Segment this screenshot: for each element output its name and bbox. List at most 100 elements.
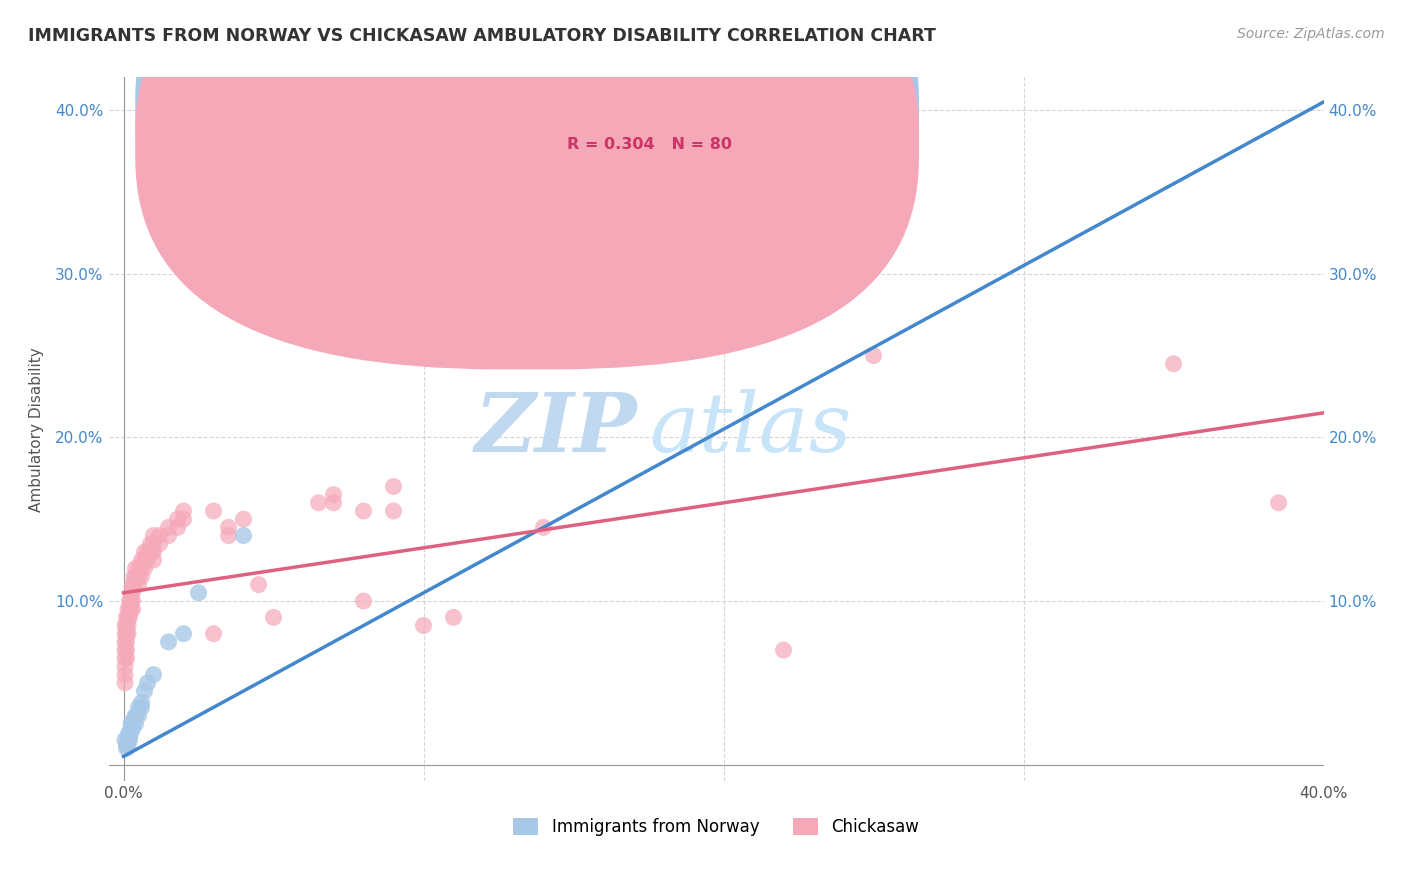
Point	[148, 528, 170, 542]
Point	[115, 651, 138, 665]
Point	[124, 708, 146, 723]
Point	[187, 251, 209, 265]
Point	[166, 512, 188, 526]
Point	[114, 626, 136, 640]
Point	[136, 553, 159, 567]
Point	[120, 594, 142, 608]
Point	[134, 561, 156, 575]
Point	[218, 520, 240, 534]
Point	[118, 602, 141, 616]
Text: ZIP: ZIP	[474, 389, 637, 469]
Point	[139, 545, 162, 559]
Legend: Immigrants from Norway, Chickasaw: Immigrants from Norway, Chickasaw	[506, 812, 925, 843]
Text: atlas: atlas	[650, 389, 852, 469]
Point	[114, 651, 136, 665]
Point	[121, 577, 143, 591]
Point	[120, 716, 142, 731]
Point	[142, 528, 165, 542]
Point	[157, 635, 180, 649]
Point	[166, 520, 188, 534]
Point	[131, 700, 153, 714]
Point	[382, 479, 405, 493]
Point	[148, 537, 170, 551]
Point	[1163, 357, 1185, 371]
Point	[134, 684, 156, 698]
Point	[114, 635, 136, 649]
Point	[187, 586, 209, 600]
Point	[114, 667, 136, 681]
Point	[637, 161, 659, 175]
Point	[134, 545, 156, 559]
Point	[115, 610, 138, 624]
Point	[131, 561, 153, 575]
Point	[353, 594, 375, 608]
Point	[202, 626, 225, 640]
Point	[114, 659, 136, 673]
Point	[122, 712, 145, 726]
Point	[247, 577, 270, 591]
Point	[128, 577, 150, 591]
Point	[353, 504, 375, 518]
Text: IMMIGRANTS FROM NORWAY VS CHICKASAW AMBULATORY DISABILITY CORRELATION CHART: IMMIGRANTS FROM NORWAY VS CHICKASAW AMBU…	[28, 27, 936, 45]
Point	[118, 724, 141, 739]
Point	[115, 626, 138, 640]
Point	[121, 602, 143, 616]
Point	[136, 675, 159, 690]
Point	[772, 643, 794, 657]
Point	[142, 545, 165, 559]
Point	[1267, 496, 1289, 510]
Point	[120, 586, 142, 600]
Point	[232, 528, 254, 542]
Point	[443, 610, 465, 624]
Point	[114, 675, 136, 690]
Point	[142, 667, 165, 681]
Point	[117, 602, 139, 616]
Point	[142, 537, 165, 551]
Point	[117, 618, 139, 632]
Point	[173, 626, 195, 640]
Point	[118, 594, 141, 608]
Point	[121, 586, 143, 600]
Point	[121, 722, 143, 736]
Point	[308, 496, 330, 510]
FancyBboxPatch shape	[135, 0, 920, 369]
Point	[115, 738, 138, 752]
Y-axis label: Ambulatory Disability: Ambulatory Disability	[30, 347, 44, 512]
Point	[118, 733, 141, 747]
Text: R = 0.304   N = 80: R = 0.304 N = 80	[567, 137, 731, 153]
Point	[115, 635, 138, 649]
Point	[122, 569, 145, 583]
Point	[124, 569, 146, 583]
Point	[173, 504, 195, 518]
Point	[117, 733, 139, 747]
Point	[131, 695, 153, 709]
Point	[322, 488, 344, 502]
Point	[122, 577, 145, 591]
FancyBboxPatch shape	[479, 85, 807, 172]
Point	[136, 545, 159, 559]
Point	[862, 349, 884, 363]
Point	[128, 561, 150, 575]
Point	[117, 738, 139, 752]
Point	[157, 520, 180, 534]
Point	[139, 537, 162, 551]
Text: Source: ZipAtlas.com: Source: ZipAtlas.com	[1237, 27, 1385, 41]
Point	[118, 610, 141, 624]
Point	[131, 553, 153, 567]
Point	[120, 724, 142, 739]
Point	[232, 512, 254, 526]
Point	[412, 618, 434, 632]
Point	[121, 594, 143, 608]
Point	[117, 728, 139, 742]
Point	[115, 643, 138, 657]
Point	[382, 504, 405, 518]
Point	[124, 716, 146, 731]
Point	[115, 741, 138, 756]
Point	[115, 618, 138, 632]
Text: R = 0.793   N = 28: R = 0.793 N = 28	[567, 104, 731, 120]
Point	[322, 496, 344, 510]
Point	[134, 553, 156, 567]
Point	[114, 643, 136, 657]
Point	[128, 569, 150, 583]
Point	[263, 610, 285, 624]
